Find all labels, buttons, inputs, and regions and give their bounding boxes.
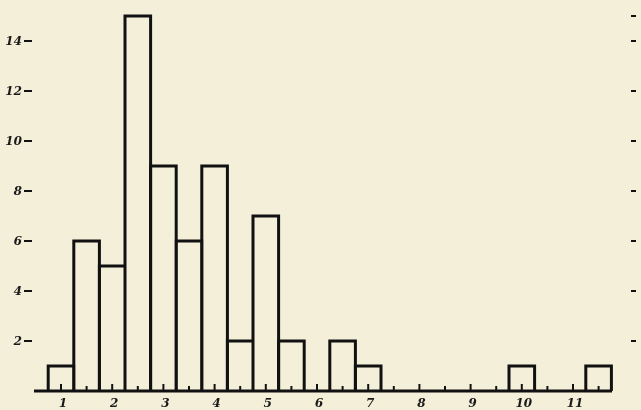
histogram-bar-9 [277,339,306,391]
histogram-bar-2 [97,264,127,391]
x-tick-label-7: 7 [366,396,375,410]
histogram-bar-1 [72,239,101,391]
histogram-bar-6 [200,164,229,391]
x-tick-label-2: 2 [109,396,118,410]
histogram-bar-4 [149,164,178,391]
histogram-bar-8 [251,214,281,391]
y-tick-label-6: 6 [14,234,23,248]
y-tick-label-2: 2 [13,334,22,348]
histogram-bar-11 [353,364,383,391]
x-tick-label-10: 10 [515,396,532,410]
y-tick-label-12: 12 [5,84,22,98]
x-tick-label-3: 3 [161,396,169,410]
y-tick-label-8: 8 [14,184,23,198]
x-tick-label-6: 6 [315,396,324,410]
x-tick-label-1: 1 [59,396,67,410]
y-tick-label-10: 10 [5,134,22,148]
y-tick-label-4: 4 [14,284,22,298]
x-tick-label-9: 9 [468,396,477,410]
histogram-bar-7 [225,339,255,391]
x-tick-label-4: 4 [212,396,220,410]
histogram-bar-5 [174,239,204,391]
x-tick-label-5: 5 [264,396,272,410]
x-tick-label-11: 11 [567,396,584,410]
x-tick-label-8: 8 [417,396,426,410]
histogram-bar-10 [328,339,357,391]
tick-marks [24,15,636,391]
histogram-bars [46,14,613,391]
histogram-bar-12 [507,364,537,391]
histogram-bar-3 [123,14,153,391]
histogram-bar-13 [584,364,613,391]
y-tick-label-14: 14 [5,34,22,48]
